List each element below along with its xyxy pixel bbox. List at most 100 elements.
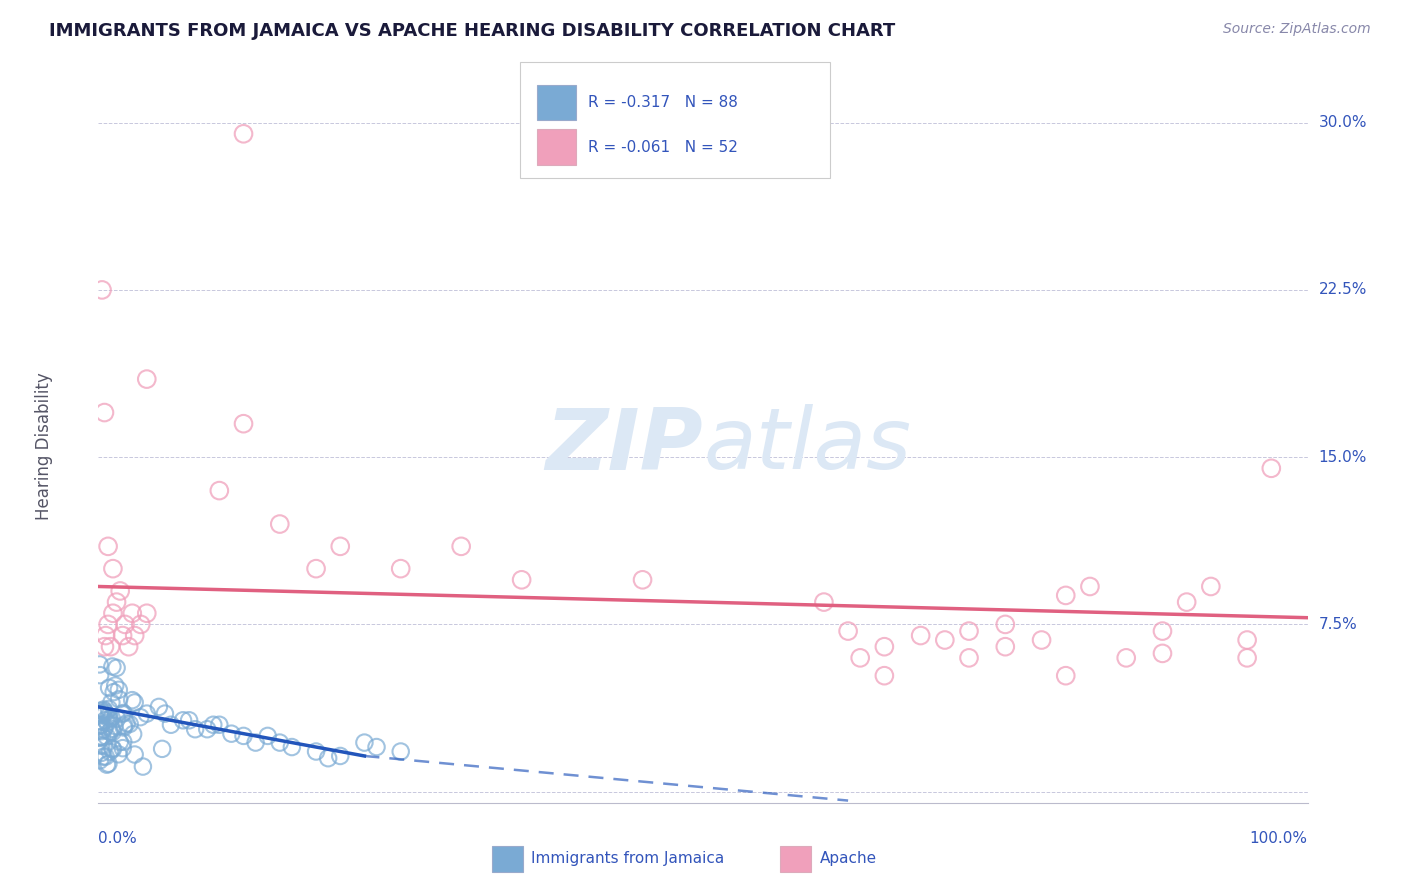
Point	[103, 685, 125, 699]
Point	[366, 740, 388, 755]
Point	[91, 706, 114, 721]
Point	[1236, 651, 1258, 665]
Text: R = -0.061   N = 52: R = -0.061 N = 52	[588, 140, 738, 154]
Text: 22.5%: 22.5%	[1319, 283, 1367, 297]
Point	[957, 651, 980, 665]
Point	[873, 669, 896, 683]
Point	[994, 617, 1017, 632]
Point	[1115, 651, 1137, 665]
Point	[89, 657, 111, 672]
Point	[450, 539, 472, 553]
Point	[97, 539, 120, 553]
Point	[132, 759, 155, 773]
Point	[910, 628, 932, 642]
Point	[98, 681, 121, 695]
Point	[112, 718, 135, 732]
Point	[245, 735, 267, 749]
Point	[873, 640, 896, 654]
Point	[90, 739, 112, 753]
Point	[93, 702, 115, 716]
Point	[172, 714, 194, 728]
Point	[1175, 595, 1198, 609]
Point	[111, 706, 134, 721]
Point	[195, 723, 218, 737]
Point	[112, 721, 135, 735]
Point	[89, 731, 111, 745]
Point	[837, 624, 859, 639]
Point	[813, 595, 835, 609]
Point	[389, 562, 412, 576]
Point	[100, 696, 122, 710]
Point	[124, 696, 146, 710]
Point	[114, 617, 136, 632]
Point	[305, 562, 328, 576]
Point	[93, 640, 115, 654]
Point	[1078, 580, 1101, 594]
Point	[135, 607, 157, 621]
Point	[93, 720, 115, 734]
Point	[124, 628, 146, 642]
Point	[232, 417, 254, 431]
Text: 7.5%: 7.5%	[1319, 617, 1357, 632]
Point	[121, 607, 143, 621]
Text: Hearing Disability: Hearing Disability	[35, 372, 53, 520]
Point	[1152, 646, 1174, 660]
Text: Apache: Apache	[820, 852, 877, 866]
Point	[208, 483, 231, 498]
Point	[93, 405, 115, 419]
Point	[94, 749, 117, 764]
Point	[208, 717, 231, 731]
Point	[96, 757, 118, 772]
Point	[100, 711, 122, 725]
Point	[256, 729, 278, 743]
Point	[1152, 624, 1174, 639]
Point	[104, 719, 127, 733]
Point	[1031, 633, 1053, 648]
Point	[510, 573, 533, 587]
Text: 100.0%: 100.0%	[1250, 831, 1308, 846]
Point	[232, 127, 254, 141]
Point	[118, 717, 141, 731]
Point	[93, 722, 115, 736]
Point	[115, 716, 138, 731]
Text: 30.0%: 30.0%	[1319, 115, 1367, 130]
Point	[269, 735, 291, 749]
Text: Immigrants from Jamaica: Immigrants from Jamaica	[531, 852, 724, 866]
Point	[93, 739, 115, 753]
Point	[994, 640, 1017, 654]
Text: R = -0.317   N = 88: R = -0.317 N = 88	[588, 95, 738, 110]
Point	[108, 682, 131, 697]
Point	[89, 731, 111, 745]
Text: ZIP: ZIP	[546, 404, 703, 488]
Point	[934, 633, 956, 648]
Point	[112, 735, 135, 749]
Point	[150, 742, 173, 756]
Point	[94, 706, 117, 720]
Point	[112, 706, 135, 720]
Point	[101, 741, 124, 756]
Point	[281, 740, 304, 755]
Point	[1199, 580, 1222, 594]
Point	[89, 718, 111, 732]
Point	[100, 640, 122, 654]
Point	[91, 283, 114, 297]
Point	[316, 751, 339, 765]
Point	[121, 693, 143, 707]
Point	[108, 692, 131, 706]
Point	[101, 562, 124, 576]
Point	[108, 583, 131, 598]
Point	[202, 717, 225, 731]
Point	[129, 617, 152, 632]
Point	[232, 729, 254, 743]
Point	[148, 699, 170, 714]
Point	[90, 704, 112, 718]
Point	[269, 517, 291, 532]
Point	[90, 717, 112, 731]
Point	[631, 573, 654, 587]
Point	[98, 712, 121, 726]
Point	[305, 744, 328, 758]
Point	[1260, 461, 1282, 475]
Point	[129, 710, 152, 724]
Point	[107, 747, 129, 762]
Point	[118, 640, 141, 654]
